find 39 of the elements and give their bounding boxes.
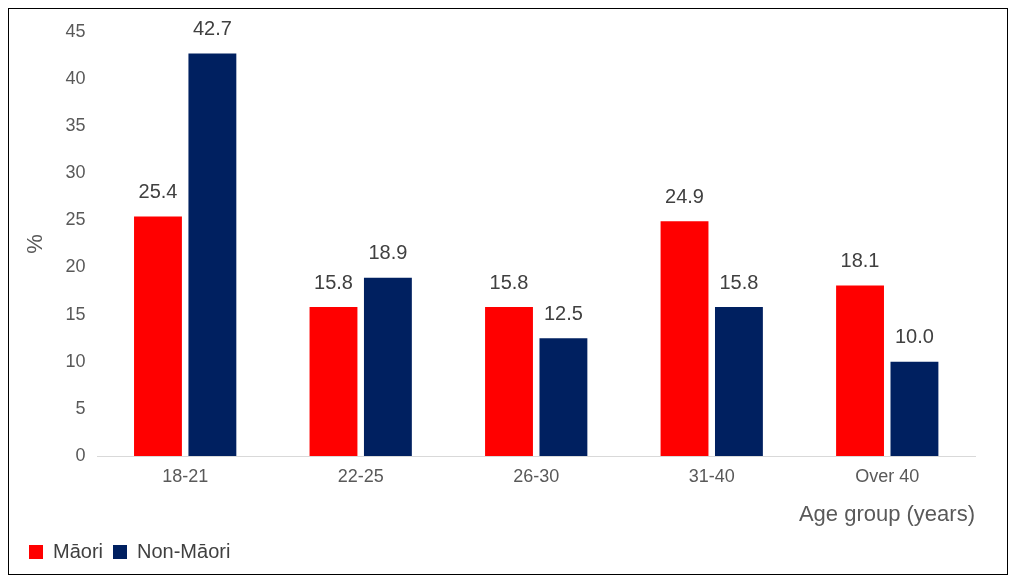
x-tick-label: Over 40	[855, 465, 920, 486]
x-axis-title: Age group (years)	[798, 500, 975, 526]
bar	[485, 307, 533, 456]
data-label: 12.5	[543, 301, 583, 324]
y-tick-label: 30	[65, 162, 86, 183]
y-tick-label: 45	[65, 20, 86, 41]
x-tick-label: 26-30	[513, 465, 560, 486]
y-tick-label: 20	[65, 256, 86, 277]
bar	[188, 53, 237, 456]
y-tick-label: 10	[65, 350, 86, 371]
bar	[134, 216, 182, 456]
y-tick-label: 35	[65, 115, 86, 136]
bar	[309, 307, 358, 456]
data-label: 15.8	[719, 270, 759, 293]
legend-label: Māori	[53, 539, 104, 562]
data-label: 18.9	[368, 241, 408, 264]
bar	[660, 221, 709, 456]
data-label: 15.8	[489, 270, 529, 293]
data-label: 10.0	[894, 325, 934, 348]
data-label: 25.4	[138, 180, 178, 203]
x-tick-label: 18-21	[162, 465, 209, 486]
y-tick-label: 5	[75, 397, 86, 418]
legend-label: Non-Māori	[137, 539, 231, 562]
y-tick-label: 25	[65, 209, 86, 230]
x-tick-label: 22-25	[337, 465, 384, 486]
x-tick-label: 31-40	[688, 465, 735, 486]
y-tick-label: 15	[65, 303, 86, 324]
data-label: 15.8	[314, 270, 353, 293]
bar	[714, 307, 763, 456]
bar	[890, 361, 939, 456]
data-label: 24.9	[665, 184, 704, 207]
bar	[363, 277, 412, 456]
bar	[836, 285, 884, 456]
data-label: 42.7	[192, 17, 232, 39]
data-label: 18.1	[840, 248, 880, 271]
y-tick-label: 40	[65, 67, 86, 88]
y-tick-label: 0	[75, 444, 86, 465]
y-axis-title: %	[22, 234, 48, 254]
bar	[539, 338, 588, 456]
